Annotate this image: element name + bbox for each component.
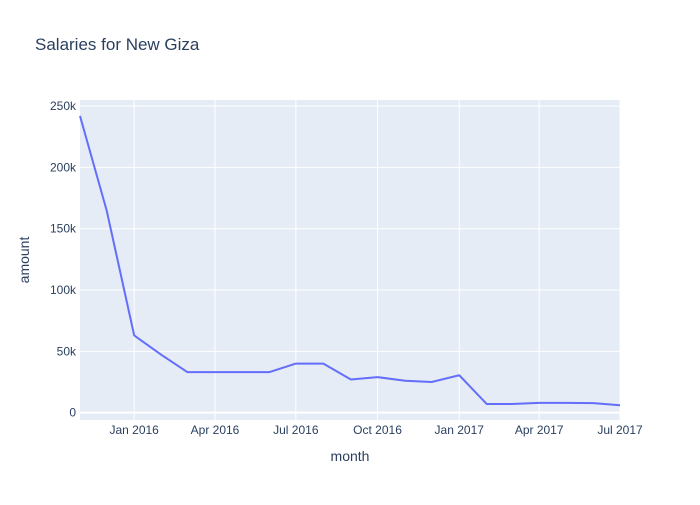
y-tick-label: 150k bbox=[50, 222, 77, 236]
y-tick-label: 100k bbox=[50, 283, 77, 297]
x-tick-label: Jul 2016 bbox=[273, 423, 319, 437]
x-tick-label: Apr 2016 bbox=[191, 423, 240, 437]
y-axis-label: amount bbox=[16, 237, 32, 284]
x-axis-ticks: Jan 2016 Apr 2016 Jul 2016 Oct 2016 Jan 2017… bbox=[109, 423, 643, 437]
x-tick-label: Jan 2017 bbox=[435, 423, 485, 437]
x-axis-label: month bbox=[331, 448, 370, 464]
y-tick-label: 0 bbox=[69, 406, 76, 420]
x-tick-label: Jan 2016 bbox=[109, 423, 159, 437]
plot-area bbox=[80, 100, 620, 420]
series-line bbox=[79, 115, 621, 407]
gridlines bbox=[80, 100, 621, 420]
x-tick-label: Apr 2017 bbox=[515, 423, 564, 437]
y-tick-label: 200k bbox=[50, 160, 77, 174]
series-layer bbox=[79, 115, 621, 407]
y-tick-label: 250k bbox=[50, 99, 77, 113]
y-tick-label: 50k bbox=[57, 344, 77, 358]
x-tick-label: Oct 2016 bbox=[353, 423, 402, 437]
y-axis-ticks: 0 50k 100k 150k 200k 250k bbox=[50, 99, 77, 420]
chart-title: Salaries for New Giza bbox=[35, 35, 200, 54]
x-tick-label: Jul 2017 bbox=[597, 423, 643, 437]
